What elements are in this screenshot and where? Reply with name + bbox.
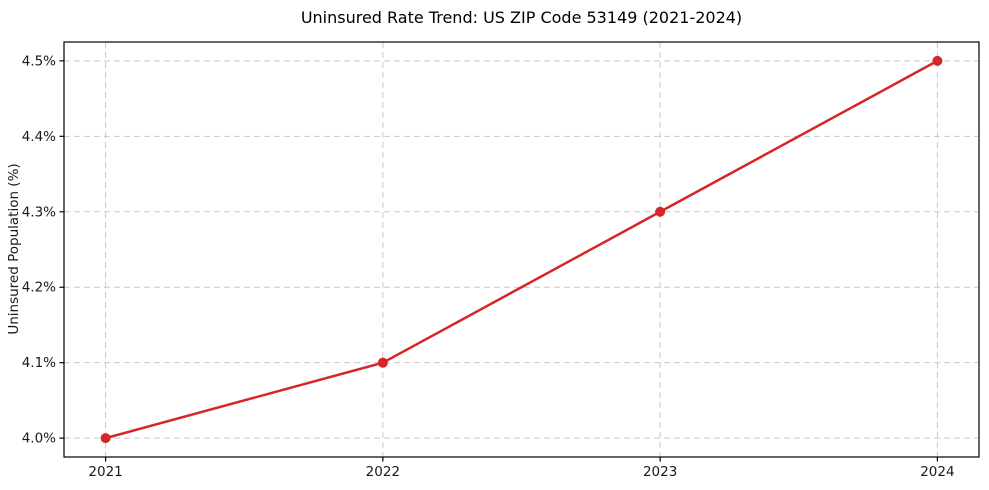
data-point [100, 433, 111, 444]
x-tick-label: 2022 [366, 464, 400, 480]
data-point [655, 206, 666, 217]
x-tick-label: 2021 [88, 464, 122, 480]
trend-line [104, 59, 939, 440]
y-tick-label: 4.4% [22, 129, 56, 145]
x-tick-label: 2023 [643, 464, 677, 480]
plot-border [63, 41, 980, 458]
chart-title: Uninsured Rate Trend: US ZIP Code 53149 … [300, 8, 743, 27]
y-tick-label: 4.2% [22, 280, 56, 296]
y-tick-label: 4.3% [22, 204, 56, 220]
x-tick-label: 2024 [920, 464, 954, 480]
data-point [377, 357, 388, 368]
y-tick-label: 4.0% [22, 431, 56, 447]
y-tick-label: 4.1% [22, 355, 56, 371]
y-tick-label: 4.5% [22, 53, 56, 69]
data-point [932, 55, 943, 66]
